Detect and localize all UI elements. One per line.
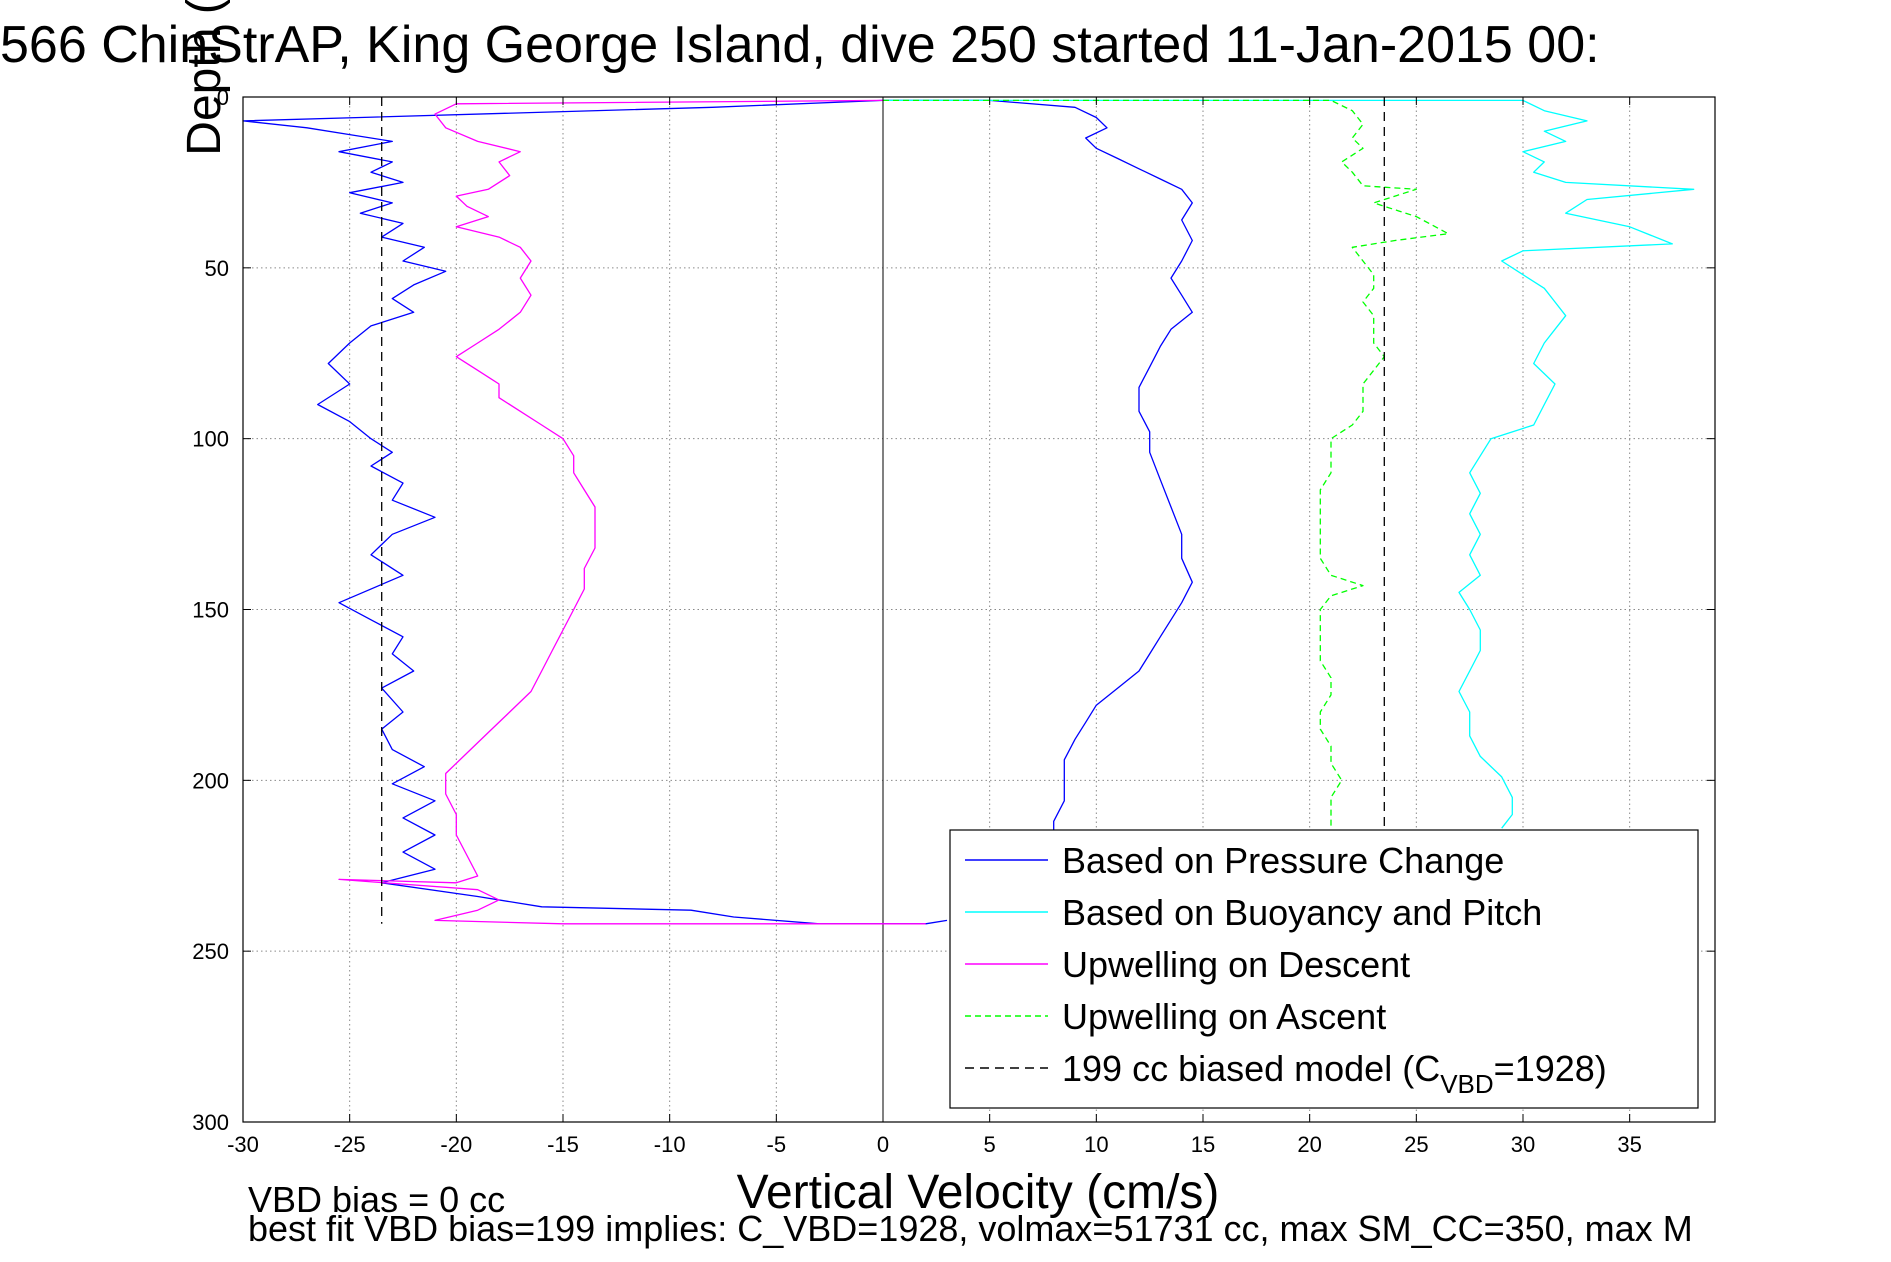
y-tick-label: 50: [205, 256, 229, 281]
legend-label: Upwelling on Ascent: [1062, 996, 1386, 1037]
series-line-4: [883, 99, 1449, 829]
y-axis-label: Depth (m): [178, 0, 231, 156]
chart-title: 566 ChinStrAP, King George Island, dive …: [0, 16, 1600, 74]
x-tick-label: 5: [984, 1132, 996, 1157]
legend-label: Based on Pressure Change: [1062, 840, 1504, 881]
legend-label: Upwelling on Descent: [1062, 944, 1410, 985]
x-tick-label: -25: [334, 1132, 366, 1157]
footer-best-fit: best fit VBD bias=199 implies: C_VBD=192…: [248, 1208, 1693, 1249]
x-tick-label: -5: [767, 1132, 787, 1157]
legend-label-tail: =1928): [1494, 1048, 1607, 1089]
x-tick-label: 10: [1084, 1132, 1108, 1157]
x-tick-label: 25: [1404, 1132, 1428, 1157]
y-axis-ticks: 0 50 100 150 200 250 300: [192, 85, 1715, 1135]
series-line-3: [338, 99, 926, 925]
x-tick-label: -20: [440, 1132, 472, 1157]
legend-label-subscript: VBD: [1440, 1069, 1493, 1099]
x-tick-label: 15: [1191, 1132, 1215, 1157]
legend-entry: Upwelling on Ascent: [1062, 996, 1386, 1037]
legend-entry: Based on Buoyancy and Pitch: [1062, 892, 1542, 933]
series-line-0: [242, 99, 948, 925]
x-axis-ticks: -30 -25 -20 -15 -10 -5 0 5 10 15 20 25 30 35: [227, 97, 1642, 1157]
legend-box: [949, 829, 1699, 1109]
x-axis-label: Vertical Velocity (cm/s): [737, 1166, 1220, 1219]
x-tick-label: 0: [877, 1132, 889, 1157]
series-line-1: [883, 99, 1193, 835]
x-tick-label: -30: [227, 1132, 259, 1157]
y-tick-label: 100: [192, 427, 229, 452]
y-tick-label: 0: [217, 85, 229, 110]
x-tick-label: -10: [654, 1132, 686, 1157]
x-tick-label: 20: [1297, 1132, 1321, 1157]
series-line-5: [381, 97, 1385, 924]
legend: Based on Pressure Change Based on Buoyanc…: [949, 829, 1699, 1109]
legend-entry: 199 cc biased model (CVBD=1928): [1062, 1048, 1607, 1099]
y-tick-label: 250: [192, 939, 229, 964]
x-tick-label: -15: [547, 1132, 579, 1157]
y-tick-label: 200: [192, 768, 229, 793]
series-layer: [242, 97, 1695, 925]
x-tick-label: 35: [1617, 1132, 1641, 1157]
legend-label: 199 cc biased model (C: [1062, 1048, 1440, 1089]
legend-entry: Upwelling on Descent: [1062, 944, 1410, 985]
legend-label: Based on Buoyancy and Pitch: [1062, 892, 1542, 933]
x-tick-label: 30: [1511, 1132, 1535, 1157]
y-tick-label: 300: [192, 1110, 229, 1135]
legend-entry: Based on Pressure Change: [1062, 840, 1504, 881]
footer-vbd-bias: VBD bias = 0 cc: [248, 1179, 505, 1220]
series-line-2: [883, 99, 1695, 829]
y-tick-label: 150: [192, 598, 229, 623]
